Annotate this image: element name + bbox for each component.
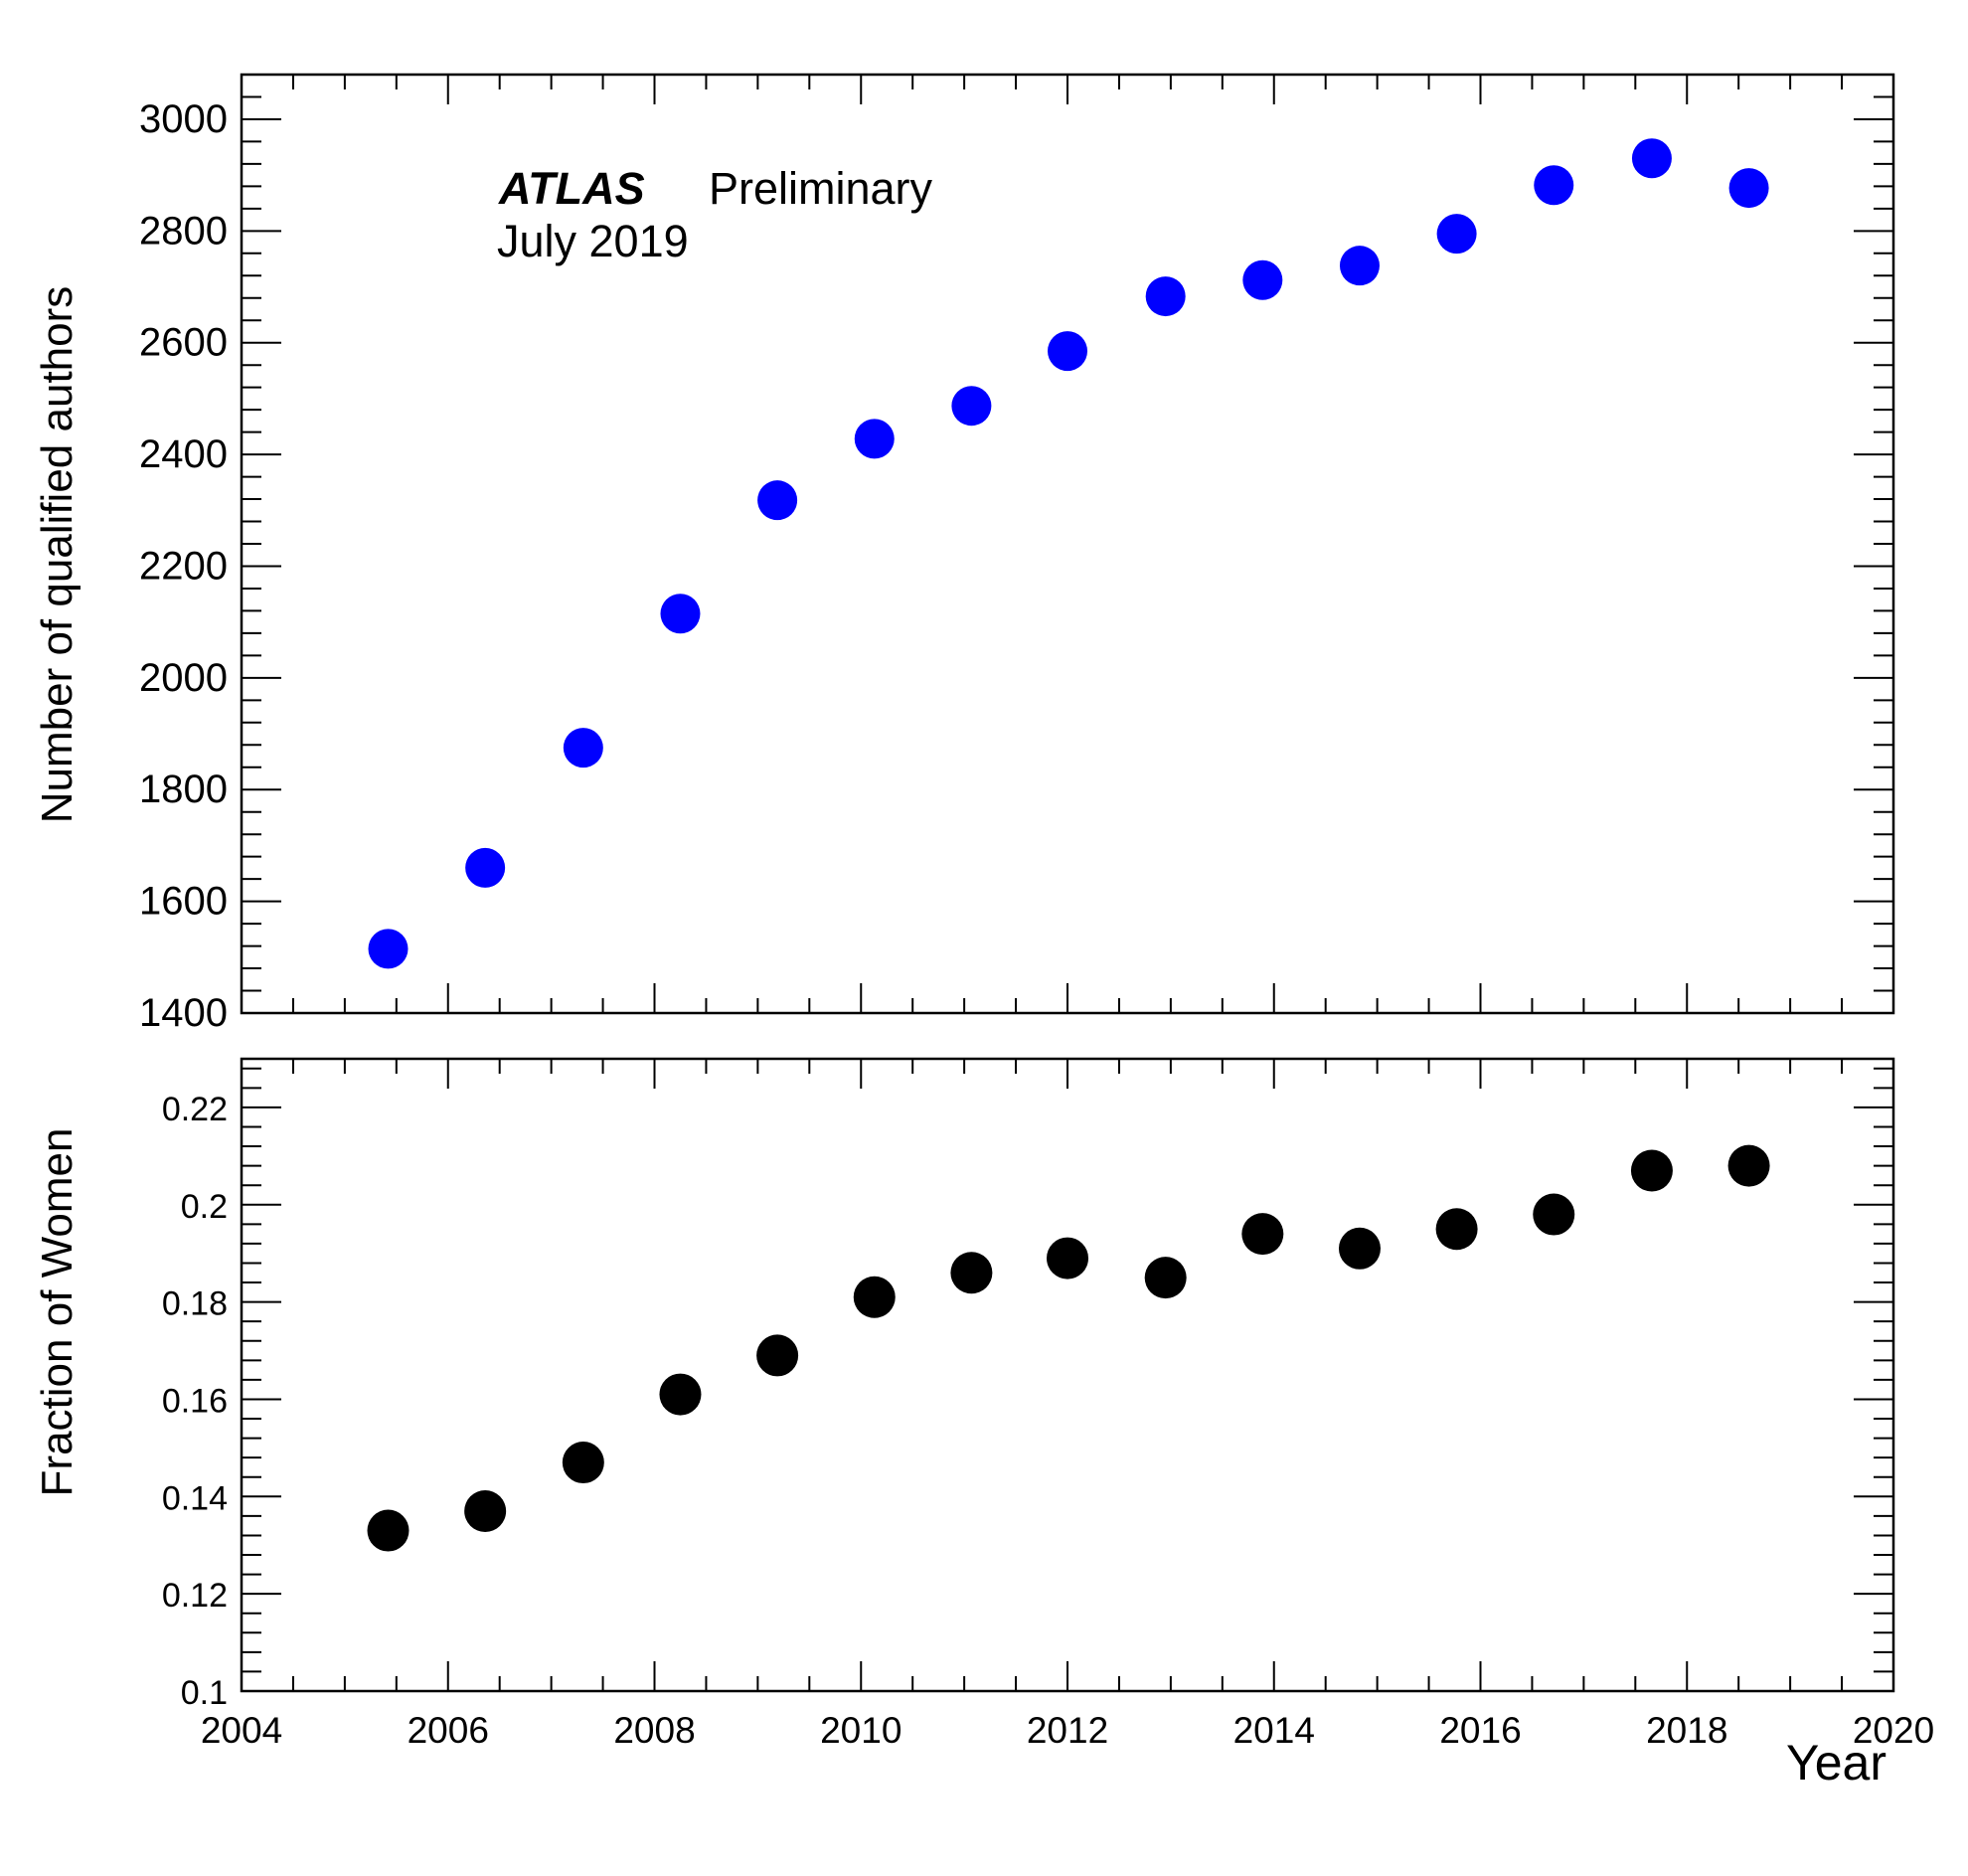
authors-data-point [660,594,701,634]
x-tick-label: 2008 [613,1710,695,1751]
women-y-tick-label: 0.2 [181,1188,228,1226]
authors-y-tick-label: 1400 [139,991,228,1035]
authors-data-point [1339,246,1380,286]
women-data-point [1047,1237,1088,1279]
authors-y-tick-label: 2400 [139,432,228,476]
x-tick-label: 2004 [201,1710,282,1751]
women-data-point [1241,1213,1284,1256]
x-tick-label: 2010 [820,1710,902,1751]
women-data-point [756,1334,799,1377]
authors-y-tick-label: 2000 [139,656,228,700]
top-panel-authors: 1400 1600 1800 2000 2200 2400 2600 2800 3000 [139,73,1895,1035]
authors-data-point [757,480,798,521]
x-tick-label: 2020 [1853,1710,1934,1751]
women-y-tick-label: 0.14 [162,1479,228,1517]
authors-data-point [951,386,992,426]
authors-data-point [1436,214,1477,255]
x-axis-title-year: Year [1786,1735,1886,1791]
authors-y-tick-label: 2600 [139,321,228,365]
women-y-tick-label: 0.1 [181,1674,228,1712]
authors-data-point [854,419,895,459]
authors-data-point [1145,276,1186,317]
women-data-point [1435,1208,1478,1251]
x-tick-label: 2012 [1027,1710,1108,1751]
authors-data-point [1242,259,1283,300]
atlas-label: ATLAS [498,163,645,214]
women-data-point [464,1489,507,1532]
y-axis-title-authors: Number of qualified authors [33,286,82,824]
preliminary-label: Preliminary [709,163,933,214]
women-data-point [1630,1149,1673,1192]
women-data-point [659,1373,702,1416]
x-tick-label: 2014 [1233,1710,1315,1751]
authors-data-point [1534,165,1574,206]
authors-data-point [1048,331,1087,372]
authors-y-tick-label: 2200 [139,544,228,588]
authors-data-point [465,847,506,888]
women-y-tick-label: 0.12 [162,1577,228,1615]
authors-data-point [1728,168,1769,209]
women-y-tick-label: 0.18 [162,1285,228,1323]
authors-y-tick-label: 1600 [139,880,228,924]
x-tick-label: 2016 [1439,1710,1521,1751]
x-tick-label: 2006 [408,1710,489,1751]
women-y-tick-label: 0.22 [162,1091,228,1128]
date-label: July 2019 [497,216,689,266]
women-data-point [1533,1193,1575,1236]
authors-data-point [1631,138,1672,179]
women-data-point [367,1509,410,1552]
authors-data-point [368,929,409,969]
women-y-tick-label: 0.16 [162,1382,228,1420]
women-data-point [853,1276,896,1318]
women-data-point [562,1442,604,1484]
bottom-panel-women-fraction: 0.1 0.12 0.14 0.16 0.18 0.2 0.22 2004 2006 2008 20… [162,1057,1934,1751]
women-data-point [1144,1257,1187,1299]
authors-y-tick-label: 2800 [139,209,228,253]
y-axis-title-women: Fraction of Women [33,1128,82,1497]
women-data-point [950,1252,993,1294]
authors-y-tick-label: 3000 [139,97,228,141]
authors-y-tick-label: 1800 [139,767,228,811]
women-data-point [1727,1144,1770,1187]
women-data-point [1338,1227,1381,1270]
authors-data-point [563,728,603,768]
x-tick-label: 2018 [1646,1710,1727,1751]
